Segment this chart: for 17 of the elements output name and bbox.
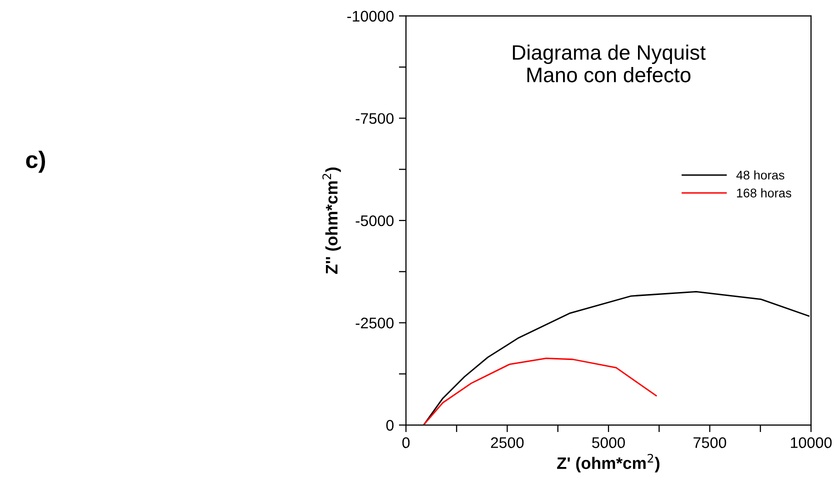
legend-label: 168 horas [737,188,792,198]
y-tick-label: -2500 [356,318,394,328]
y-tick-label: -10000 [347,10,394,22]
x-tick-label: 0 [402,437,410,448]
text: Diagrama de Nyquist Mano con defecto [512,44,706,82]
x-axis-title: Z' (ohm*cm$^{2}$) [557,454,660,472]
text: c) [26,150,46,173]
x-tick-label: 7500 [694,437,726,448]
x-tick-label: 10000 [790,437,832,448]
y-axis-title: Z'' (ohm*cm$^{2}$) [322,168,341,274]
x-tick-label: 2500 [491,437,524,448]
y-tick-label: -7500 [356,113,394,124]
legend-label: 48 horas [736,170,784,180]
line-series [424,358,657,425]
x-tick-label: 5000 [592,437,625,448]
y-tick-label: 0 [386,420,394,431]
y-tick-label: -5000 [356,215,394,226]
